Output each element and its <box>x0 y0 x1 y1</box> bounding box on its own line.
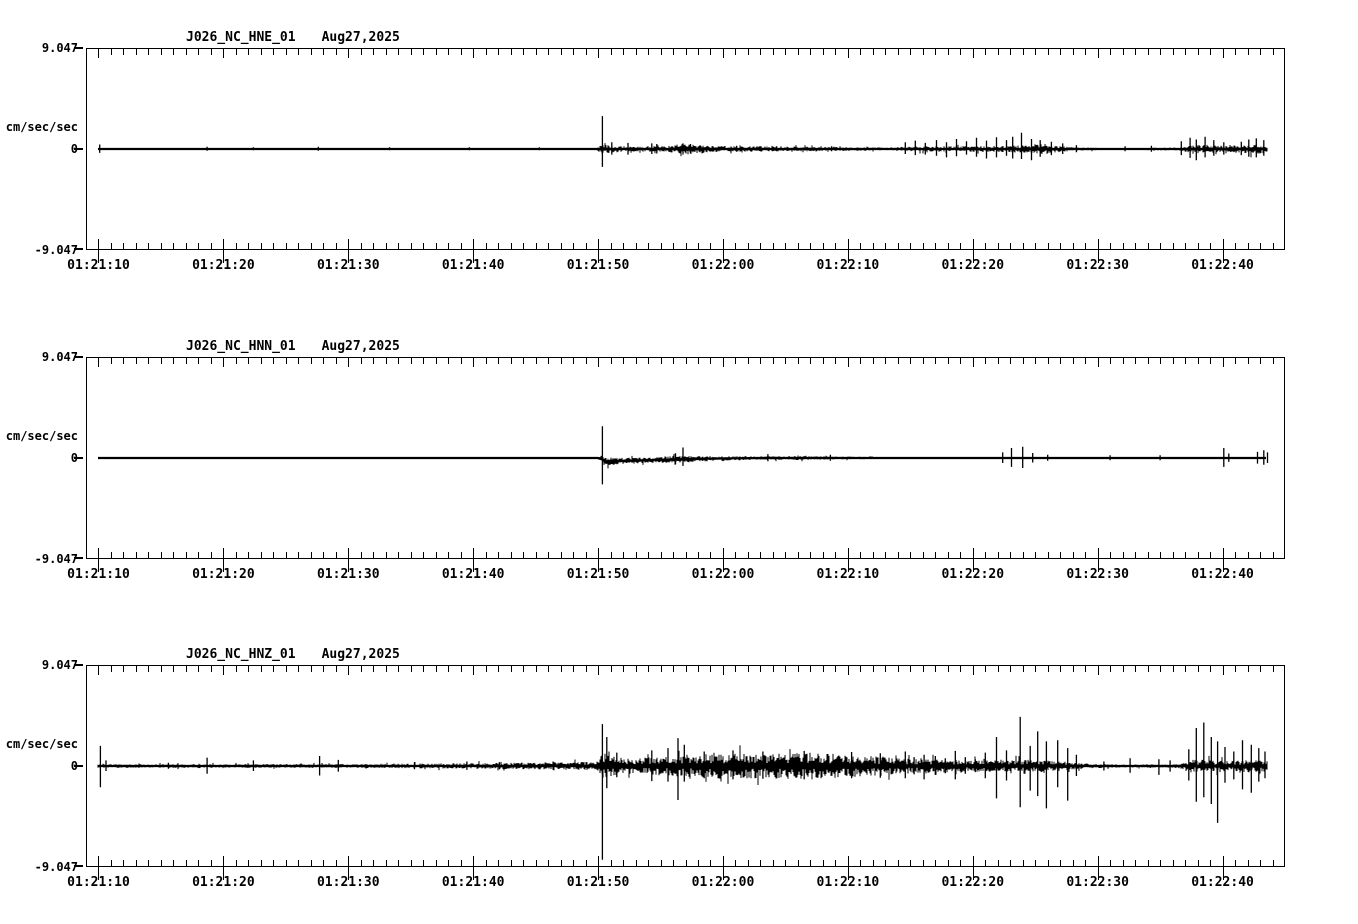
y-max-label: 9.047 <box>41 350 78 364</box>
date-label: Aug27,2025 <box>321 339 400 354</box>
station-channel-label: J026_NC_HNE_01 <box>186 30 296 45</box>
x-tick-label: 01:22:00 <box>691 567 755 582</box>
x-tick-label: 01:21:50 <box>566 875 630 890</box>
x-tick-label: 01:22:20 <box>941 258 1005 273</box>
date-label: Aug27,2025 <box>321 30 400 45</box>
x-tick-label: 01:22:40 <box>1191 875 1254 890</box>
x-tick-label: 01:22:40 <box>1191 567 1254 582</box>
y-axis-tick-dash <box>74 356 83 358</box>
y-axis-tick-dash <box>74 148 83 150</box>
x-tick-label: 01:22:30 <box>1066 567 1129 582</box>
waveform-plot-hne <box>86 48 1285 263</box>
x-tick-label: 01:22:30 <box>1066 875 1129 890</box>
y-units-label: cm/sec/sec <box>5 737 78 751</box>
waveform-plot-hnz <box>86 665 1285 880</box>
y-axis-tick-dash <box>74 865 83 867</box>
waveform-plot-hnn <box>86 357 1285 572</box>
panel-title: J026_NC_HNE_01 Aug27,2025 <box>186 30 400 45</box>
station-channel-label: J026_NC_HNZ_01 <box>186 647 296 662</box>
x-tick-label: 01:21:30 <box>316 875 380 890</box>
x-tick-label: 01:21:40 <box>441 875 505 890</box>
x-axis-labels: 01:21:10 01:21:20 01:21:30 01:21:40 01:21:50… <box>0 875 1358 891</box>
x-tick-label: 01:21:50 <box>566 567 630 582</box>
x-tick-label: 01:21:20 <box>192 875 255 890</box>
x-tick-label: 01:22:40 <box>1191 258 1254 273</box>
y-axis-tick-dash <box>74 457 83 459</box>
x-tick-label: 01:22:00 <box>691 875 755 890</box>
x-tick-label: 01:21:30 <box>316 567 380 582</box>
y-min-label: -9.047 <box>34 552 78 566</box>
x-axis-labels: 01:21:10 01:21:20 01:21:30 01:21:40 01:21:50… <box>0 567 1358 583</box>
date-label: Aug27,2025 <box>321 647 400 662</box>
y-min-label: -9.047 <box>34 860 78 874</box>
x-tick-label: 01:21:10 <box>67 567 130 582</box>
panel-title: J026_NC_HNZ_01 Aug27,2025 <box>186 647 400 662</box>
x-tick-label: 01:21:40 <box>441 258 505 273</box>
x-tick-label: 01:21:10 <box>67 875 130 890</box>
y-axis-tick-dash <box>74 765 83 767</box>
y-zero-label: 0 <box>0 451 78 465</box>
y-units-label: cm/sec/sec <box>5 120 78 134</box>
x-tick-label: 01:21:20 <box>192 567 255 582</box>
x-tick-label: 01:22:30 <box>1066 258 1129 273</box>
seismogram-panel-hne: J026_NC_HNE_01 Aug27,2025 9.047 cm/sec/se… <box>0 20 1358 320</box>
y-units-label: cm/sec/sec <box>5 429 78 443</box>
x-tick-label: 01:22:10 <box>816 875 880 890</box>
y-zero-label: 0 <box>0 142 78 156</box>
x-tick-label: 01:21:20 <box>192 258 255 273</box>
x-tick-label: 01:22:00 <box>691 258 755 273</box>
x-tick-label: 01:21:10 <box>67 258 130 273</box>
x-tick-label: 01:22:20 <box>941 567 1005 582</box>
y-axis-tick-dash <box>74 557 83 559</box>
x-tick-label: 01:21:50 <box>566 258 630 273</box>
seismogram-panel-hnz: J026_NC_HNZ_01 Aug27,2025 9.047 cm/sec/se… <box>0 637 1358 924</box>
y-max-label: 9.047 <box>41 41 78 55</box>
x-tick-label: 01:22:10 <box>816 258 880 273</box>
x-tick-label: 01:21:30 <box>316 258 380 273</box>
x-axis-labels: 01:21:10 01:21:20 01:21:30 01:21:40 01:21:50… <box>0 258 1358 274</box>
seismogram-panel-hnn: J026_NC_HNN_01 Aug27,2025 9.047 cm/sec/se… <box>0 329 1358 629</box>
y-axis-tick-dash <box>74 248 83 250</box>
panel-title: J026_NC_HNN_01 Aug27,2025 <box>186 339 400 354</box>
x-tick-label: 01:22:10 <box>816 567 880 582</box>
y-axis-tick-dash <box>74 47 83 49</box>
x-tick-label: 01:21:40 <box>441 567 505 582</box>
y-zero-label: 0 <box>0 759 78 773</box>
station-channel-label: J026_NC_HNN_01 <box>186 339 296 354</box>
y-min-label: -9.047 <box>34 243 78 257</box>
x-tick-label: 01:22:20 <box>941 875 1005 890</box>
y-axis-tick-dash <box>74 664 83 666</box>
y-max-label: 9.047 <box>41 658 78 672</box>
